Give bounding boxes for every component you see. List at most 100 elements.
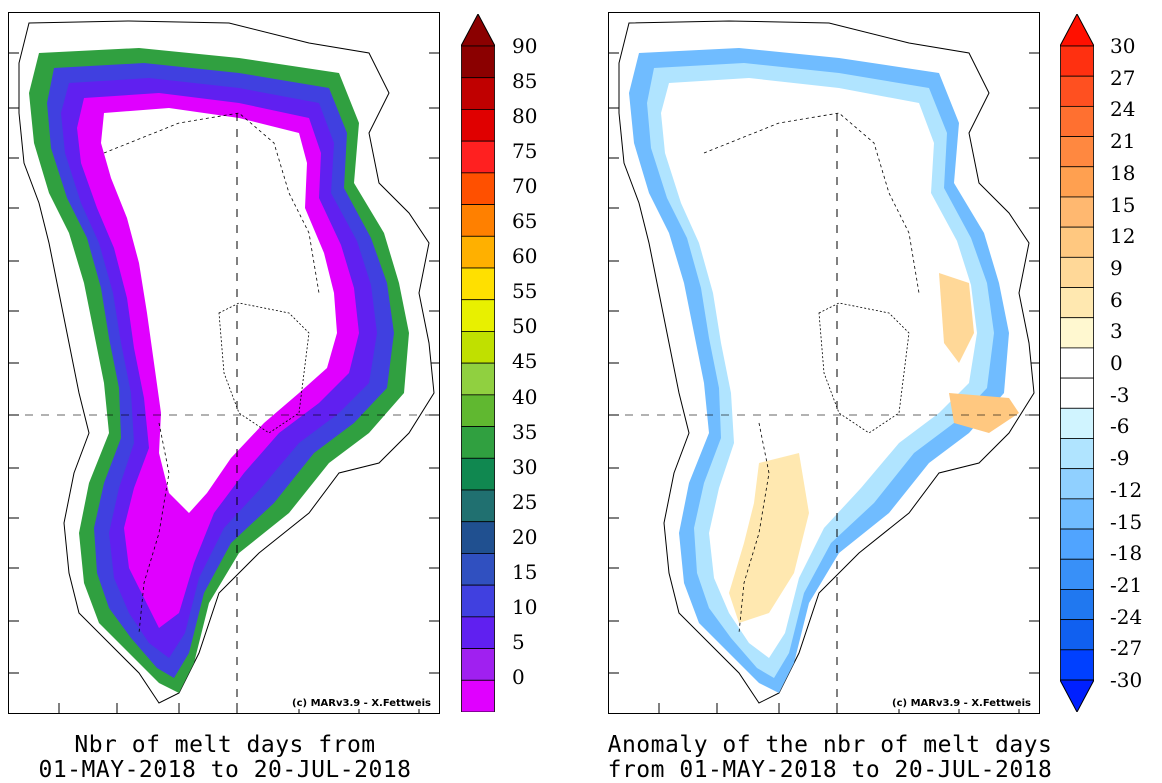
colorbar-tick-label: -18 xyxy=(1110,541,1143,566)
colorbar-swatch xyxy=(1060,347,1094,379)
colorbar-tick-label: 15 xyxy=(1110,192,1136,217)
colorbar-tick-label: -9 xyxy=(1110,446,1130,471)
colorbar-tick-label: 60 xyxy=(512,244,538,269)
colorbar-swatch xyxy=(461,457,495,491)
colorbar-tick-label: 45 xyxy=(512,349,538,374)
melt-anomaly-colorbar-svg xyxy=(1059,12,1095,714)
colorbar-swatch xyxy=(461,521,495,554)
colorbar-tick-label: 50 xyxy=(512,314,538,339)
colorbar-swatch xyxy=(1060,75,1094,107)
colorbar-tick-label: 21 xyxy=(1110,129,1136,154)
colorbar-tick-label: 27 xyxy=(1110,65,1136,90)
colorbar-swatch xyxy=(461,426,495,459)
colorbar-tick-label: 20 xyxy=(512,524,538,549)
colorbar-swatch xyxy=(461,267,495,301)
melt-days-colorbar-svg xyxy=(460,12,496,713)
colorbar-tick-label: 90 xyxy=(512,34,538,58)
colorbar-tick-label: 0 xyxy=(1110,351,1123,375)
colorbar-bottom-arrow xyxy=(1059,679,1095,714)
colorbar-swatch xyxy=(461,140,495,174)
colorbar-swatch xyxy=(1060,558,1094,590)
colorbar-tick-label: 3 xyxy=(1110,319,1123,344)
colorbar-swatch xyxy=(1060,136,1094,168)
copyright-label: (c) MARv3.9 - X.Fettweis xyxy=(890,698,1033,709)
colorbar-tick-label: 55 xyxy=(512,279,538,304)
colorbar-tick-label: -24 xyxy=(1110,604,1143,629)
colorbar-tick-label: 75 xyxy=(512,139,538,164)
left-panel: (c) MARv3.9 - X.Fettweis 90 85 80 75 70 65 60 5… xyxy=(0,0,580,783)
colorbar-tick-label: -21 xyxy=(1110,572,1143,597)
colorbar-tick-label: 10 xyxy=(512,594,538,619)
colorbar-swatch xyxy=(1060,377,1094,409)
right-caption-line2: from 01-MAY-2018 to 20-JUL-2018 xyxy=(607,757,1053,783)
colorbar-swatch xyxy=(461,45,495,79)
melt-days-colorbar xyxy=(460,12,496,713)
colorbar-tick-label: -15 xyxy=(1110,509,1143,534)
colorbar-swatch xyxy=(1060,226,1094,258)
colorbar-swatch xyxy=(1060,528,1094,560)
right-caption-line1: Anomaly of the nbr of melt days xyxy=(607,732,1053,758)
colorbar-swatch xyxy=(1060,166,1094,198)
colorbar-tick-label: 25 xyxy=(512,489,538,514)
melt-days-map: (c) MARv3.9 - X.Fettweis xyxy=(8,12,440,714)
colorbar-swatch xyxy=(1060,619,1094,651)
colorbar-swatch xyxy=(461,235,495,269)
colorbar-tick-label: -12 xyxy=(1110,477,1143,502)
colorbar-swatch xyxy=(461,204,495,237)
colorbar-swatch xyxy=(461,553,495,586)
colorbar-swatch xyxy=(1060,317,1094,349)
colorbar-swatch xyxy=(1060,287,1094,319)
melt-anomaly-map: (c) MARv3.9 - X.Fettweis xyxy=(608,12,1040,714)
colorbar-swatch xyxy=(461,616,495,649)
colorbar-tick-label: 85 xyxy=(512,69,538,94)
copyright-label: (c) MARv3.9 - X.Fettweis xyxy=(290,698,433,709)
colorbar-tick-label: 6 xyxy=(1110,287,1123,312)
colorbar-swatch xyxy=(461,331,495,364)
colorbar-tick-label: 65 xyxy=(512,209,538,234)
colorbar-tick-label: 80 xyxy=(512,104,538,129)
colorbar-top-arrow xyxy=(1059,12,1095,47)
colorbar-swatch xyxy=(461,299,495,332)
melt-days-map-svg xyxy=(9,20,439,713)
colorbar-tick-label: 12 xyxy=(1110,224,1136,249)
colorbar-tick-label: -30 xyxy=(1110,668,1143,692)
colorbar-tick-label: 0 xyxy=(512,664,525,689)
colorbar-swatch xyxy=(461,679,495,713)
colorbar-tick-label: -3 xyxy=(1110,382,1130,407)
colorbar-swatch xyxy=(1060,589,1094,621)
right-caption: Anomaly of the nbr of melt days from 01-… xyxy=(580,733,1080,783)
melt-anomaly-colorbar xyxy=(1059,12,1095,714)
colorbar-swatch xyxy=(1060,256,1094,288)
right-panel: (c) MARv3.9 - X.Fettweis 30 27 24 21 18 15 12 9… xyxy=(580,0,1162,783)
colorbar-swatch xyxy=(461,394,495,427)
colorbar-swatch xyxy=(461,489,495,523)
colorbar-swatch xyxy=(461,172,495,205)
colorbar-tick-label: 30 xyxy=(512,454,538,479)
colorbar-swatch xyxy=(461,584,495,618)
left-caption-line2: 01-MAY-2018 to 20-JUL-2018 xyxy=(38,757,412,783)
colorbar-tick-label: -6 xyxy=(1110,414,1130,439)
colorbar-tick-label: 40 xyxy=(512,384,538,409)
colorbar-tick-label: 15 xyxy=(512,559,538,584)
colorbar-tick-label: 30 xyxy=(1110,34,1136,58)
anomaly-positive-region xyxy=(729,453,809,623)
colorbar-swatch xyxy=(1060,45,1094,77)
left-caption: Nbr of melt days from 01-MAY-2018 to 20-… xyxy=(0,733,450,783)
colorbar-swatch xyxy=(1060,498,1094,530)
colorbar-tick-label: 9 xyxy=(1110,255,1123,280)
colorbar-swatch xyxy=(461,648,495,681)
colorbar-swatch xyxy=(461,77,495,110)
colorbar-swatch xyxy=(1060,105,1094,137)
colorbar-swatch xyxy=(461,362,495,396)
left-caption-line1: Nbr of melt days from xyxy=(74,732,376,758)
melt-anomaly-map-svg xyxy=(609,20,1039,713)
colorbar-tick-label: 24 xyxy=(1110,97,1136,122)
colorbar-tick-label: 35 xyxy=(512,419,538,444)
colorbar-swatch xyxy=(1060,407,1094,439)
colorbar-swatch xyxy=(1060,438,1094,470)
colorbar-tick-label: 70 xyxy=(512,174,538,199)
colorbar-tick-label: 18 xyxy=(1110,160,1136,185)
colorbar-tick-label: 5 xyxy=(512,629,525,654)
colorbar-swatch xyxy=(461,109,495,142)
colorbar-top-arrow xyxy=(460,12,496,47)
